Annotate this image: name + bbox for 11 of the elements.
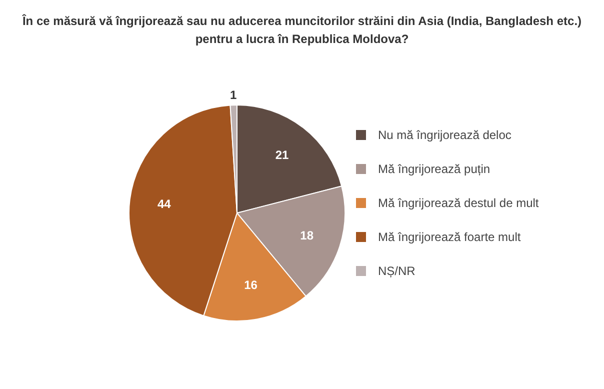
legend-label: Mă îngrijorează puțin — [378, 162, 490, 176]
data-label: 16 — [244, 278, 258, 292]
data-label: 18 — [300, 228, 314, 243]
legend-label: Mă îngrijorează destul de mult — [378, 196, 539, 210]
legend-label: Nu mă îngrijorează deloc — [378, 128, 512, 142]
data-label: 1 — [230, 88, 237, 102]
legend-label: Mă îngrijorează foarte mult — [378, 230, 521, 244]
data-label: 21 — [275, 148, 290, 162]
data-label: 44 — [157, 196, 172, 211]
chart-title: În ce măsură vă îngrijorează sau nu aducerea muncitorilor străini din Asia (India, Bangladesh etc.) pentru a lucra în Republica Moldova? — [21, 13, 583, 48]
legend-label: NȘ/NR — [378, 264, 416, 278]
